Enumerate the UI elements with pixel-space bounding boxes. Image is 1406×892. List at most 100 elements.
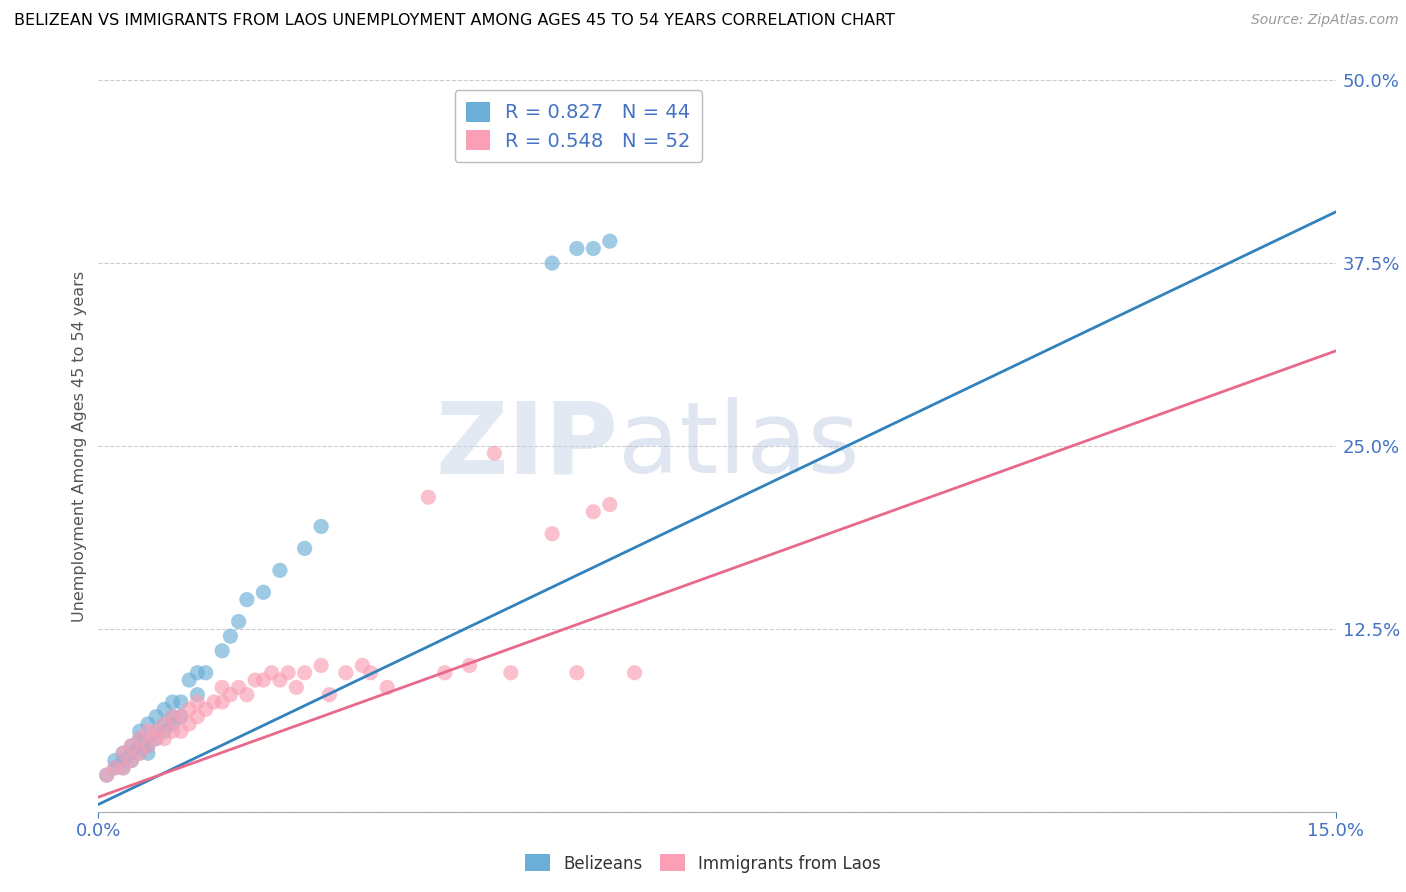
- Text: atlas: atlas: [619, 398, 859, 494]
- Point: [186, 709, 208, 723]
- Point: [582, 505, 605, 519]
- Point: [582, 242, 605, 256]
- Point: [243, 673, 266, 687]
- Point: [236, 688, 259, 702]
- Point: [179, 702, 201, 716]
- Point: [162, 709, 184, 723]
- Point: [309, 658, 332, 673]
- Text: BELIZEAN VS IMMIGRANTS FROM LAOS UNEMPLOYMENT AMONG AGES 45 TO 54 YEARS CORRELAT: BELIZEAN VS IMMIGRANTS FROM LAOS UNEMPLO…: [14, 13, 896, 29]
- Point: [153, 731, 176, 746]
- Point: [120, 739, 142, 753]
- Point: [104, 761, 127, 775]
- Point: [145, 709, 167, 723]
- Point: [170, 709, 193, 723]
- Point: [120, 739, 142, 753]
- Point: [623, 665, 645, 680]
- Point: [170, 724, 193, 739]
- Point: [112, 754, 135, 768]
- Point: [136, 739, 159, 753]
- Point: [179, 717, 201, 731]
- Point: [335, 665, 357, 680]
- Point: [145, 731, 167, 746]
- Point: [112, 746, 135, 760]
- Point: [136, 724, 159, 739]
- Point: [599, 234, 621, 248]
- Point: [128, 731, 150, 746]
- Point: [96, 768, 118, 782]
- Point: [170, 695, 193, 709]
- Point: [252, 585, 274, 599]
- Point: [162, 695, 184, 709]
- Point: [128, 746, 150, 760]
- Point: [228, 615, 250, 629]
- Point: [294, 665, 316, 680]
- Y-axis label: Unemployment Among Ages 45 to 54 years: Unemployment Among Ages 45 to 54 years: [72, 270, 87, 622]
- Point: [458, 658, 481, 673]
- Text: ZIP: ZIP: [436, 398, 619, 494]
- Legend: R = 0.827   N = 44, R = 0.548   N = 52: R = 0.827 N = 44, R = 0.548 N = 52: [454, 90, 702, 162]
- Point: [318, 688, 340, 702]
- Point: [565, 665, 588, 680]
- Point: [541, 256, 564, 270]
- Point: [194, 665, 217, 680]
- Point: [128, 739, 150, 753]
- Point: [104, 754, 127, 768]
- Point: [186, 665, 208, 680]
- Point: [128, 746, 150, 760]
- Point: [194, 702, 217, 716]
- Point: [128, 731, 150, 746]
- Legend: Belizeans, Immigrants from Laos: Belizeans, Immigrants from Laos: [519, 847, 887, 880]
- Point: [202, 695, 225, 709]
- Point: [269, 673, 291, 687]
- Point: [153, 717, 176, 731]
- Point: [285, 681, 308, 695]
- Point: [162, 724, 184, 739]
- Point: [136, 746, 159, 760]
- Point: [211, 681, 233, 695]
- Point: [112, 761, 135, 775]
- Point: [120, 754, 142, 768]
- Point: [277, 665, 299, 680]
- Point: [186, 695, 208, 709]
- Point: [170, 709, 193, 723]
- Point: [153, 717, 176, 731]
- Point: [136, 739, 159, 753]
- Point: [309, 519, 332, 533]
- Point: [96, 768, 118, 782]
- Point: [360, 665, 382, 680]
- Point: [219, 688, 242, 702]
- Point: [352, 658, 374, 673]
- Point: [219, 629, 242, 643]
- Point: [145, 731, 167, 746]
- Point: [236, 592, 259, 607]
- Point: [162, 717, 184, 731]
- Point: [136, 731, 159, 746]
- Point: [153, 702, 176, 716]
- Point: [599, 498, 621, 512]
- Point: [211, 644, 233, 658]
- Point: [565, 242, 588, 256]
- Point: [120, 746, 142, 760]
- Point: [269, 563, 291, 577]
- Point: [484, 446, 506, 460]
- Point: [541, 526, 564, 541]
- Point: [228, 681, 250, 695]
- Text: Source: ZipAtlas.com: Source: ZipAtlas.com: [1251, 13, 1399, 28]
- Point: [112, 761, 135, 775]
- Point: [136, 717, 159, 731]
- Point: [499, 665, 522, 680]
- Point: [162, 709, 184, 723]
- Point: [418, 490, 440, 504]
- Point: [375, 681, 398, 695]
- Point: [252, 673, 274, 687]
- Point: [433, 665, 456, 680]
- Point: [260, 665, 283, 680]
- Point: [211, 695, 233, 709]
- Point: [145, 724, 167, 739]
- Point: [112, 746, 135, 760]
- Point: [145, 724, 167, 739]
- Point: [104, 761, 127, 775]
- Point: [128, 724, 150, 739]
- Point: [186, 688, 208, 702]
- Point: [120, 754, 142, 768]
